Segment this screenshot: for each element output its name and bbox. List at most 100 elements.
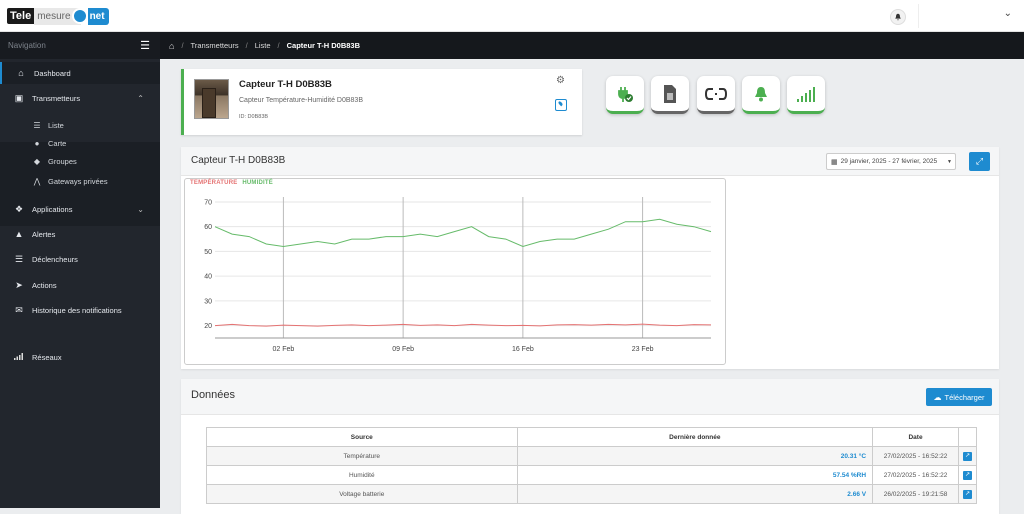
download-button-label: Télécharger [944, 392, 985, 402]
column-header-date: Date [872, 427, 959, 447]
date-range-picker[interactable]: ▦ 29 janvier, 2025 - 27 février, 2025 ▼ [826, 153, 956, 170]
breadcrumb-separator: / [245, 41, 248, 50]
sensor-id: ID: D0B83B [239, 114, 269, 120]
data-panel-header [181, 379, 999, 415]
antenna-icon: ⋀ [33, 176, 41, 186]
sim-card-icon [664, 84, 676, 103]
breadcrumb-separator: / [277, 41, 280, 50]
column-header-action [958, 427, 977, 447]
legend-humidity[interactable]: HUMIDITÉ [242, 180, 273, 186]
sidebar-item-actions[interactable]: ➤ Actions [0, 274, 160, 296]
sidebar-item-applications[interactable]: ❖ Applications ⌄ [0, 198, 160, 220]
sidebar-subitem-label: Groupes [48, 156, 77, 166]
sidebar-subitem-label: Carte [48, 138, 67, 148]
x-tick-label: 23 Feb [632, 346, 654, 353]
expand-icon[interactable]: ⤢ [969, 152, 990, 171]
line-chart: 20 30 40 50 60 70 02 Feb 09 Feb 16 Feb 23 Feb [204, 197, 712, 353]
table-row: Voltage batterie 2.66 V 26/02/2025 - 19:… [206, 484, 977, 504]
cloud-download-icon: ☁ [933, 392, 942, 402]
sidebar-subitem-gateways[interactable]: ⋀ Gateways privées [0, 172, 160, 190]
transmitter-icon: ▣ [14, 92, 24, 103]
sidebar-item-dashboard[interactable]: ⌂ Dashboard [0, 62, 160, 84]
x-tick-label: 09 Feb [392, 346, 414, 353]
y-tick-label: 70 [204, 199, 212, 206]
sidebar-item-alertes[interactable]: ▲ Alertes [0, 223, 160, 245]
breadcrumb-liste[interactable]: Liste [254, 41, 271, 50]
humidity-line [214, 218, 712, 248]
signal-icon [797, 86, 815, 102]
logo-part-mesure: mesure [34, 7, 81, 25]
tags-icon: ◆ [33, 156, 41, 166]
signal-status-button[interactable] [787, 76, 825, 114]
chevron-down-icon: ⌄ [1003, 8, 1012, 19]
table-row: Température 20.31 °C 27/02/2025 - 16:52:… [206, 446, 977, 466]
link-status-button[interactable] [697, 76, 735, 114]
sidebar-item-label: Alertes [32, 229, 56, 239]
chart-container: TEMPÉRATURE HUMIDITÉ 20 30 40 50 60 70 02 Feb 0… [184, 178, 726, 365]
sidebar-subitem-carte[interactable]: ● Carte [0, 134, 160, 152]
sensor-card: Capteur T-H D0B83B Capteur Température-H… [181, 69, 582, 135]
sidebar-item-label: Réseaux [32, 352, 62, 362]
chart-panel-title: Capteur T-H D0B83B [191, 155, 286, 166]
envelope-icon: ✉ [15, 304, 23, 315]
sidebar-item-declencheurs[interactable]: ☰ Déclencheurs [0, 248, 160, 270]
calendar-icon: ▦ [831, 158, 838, 166]
gear-icon[interactable]: ⚙ [556, 75, 565, 86]
logo-part-net: net [87, 7, 109, 25]
bell-icon [895, 13, 901, 21]
sim-status-button[interactable] [651, 76, 689, 114]
breadcrumb-transmetteurs[interactable]: Transmetteurs [190, 41, 239, 50]
link-icon [705, 87, 727, 100]
cell-action: ↗ [958, 465, 977, 485]
data-table: Source Dernière donnée Date Température … [206, 427, 977, 504]
cell-source: Humidité [206, 465, 518, 485]
sidebar-item-transmetteurs[interactable]: ▣ Transmetteurs ⌃ [0, 87, 160, 109]
hamburger-menu-icon[interactable]: ☰ [140, 40, 150, 52]
sidebar-subitem-liste[interactable]: ☰ Liste [0, 116, 160, 134]
chevron-down-icon: ⌄ [137, 204, 144, 214]
cell-source: Voltage batterie [206, 484, 518, 504]
sensor-photo [194, 79, 229, 119]
breadcrumb-current: Capteur T-H D0B83B [286, 41, 360, 50]
bell-icon: ▲ [14, 229, 24, 239]
cell-date: 26/02/2025 - 19:21:58 [872, 484, 959, 504]
cell-value: 2.66 V [516, 484, 874, 504]
data-panel: Données ☁ Télécharger Source Dernière do… [181, 379, 999, 514]
notifications-bell-icon[interactable] [890, 9, 906, 25]
alert-status-button[interactable] [742, 76, 780, 114]
sidebar-subitem-groupes[interactable]: ◆ Groupes [0, 152, 160, 170]
user-menu[interactable]: ⌄ [918, 4, 1016, 28]
date-range-value: 29 janvier, 2025 - 27 février, 2025 [840, 158, 938, 165]
cell-source: Température [206, 446, 518, 466]
map-marker-icon: ● [34, 138, 40, 148]
cell-action: ↗ [958, 446, 977, 466]
map-location-icon[interactable] [555, 99, 567, 111]
temperature-line [214, 323, 712, 327]
telemesure-logo[interactable]: Tele mesure net [7, 7, 109, 25]
power-status-button[interactable] [606, 76, 644, 114]
sidebar-item-label: Applications [32, 204, 73, 214]
bell-icon [755, 86, 767, 101]
open-link-icon[interactable]: ↗ [963, 470, 972, 480]
home-icon: ⌂ [18, 68, 24, 78]
legend-temperature[interactable]: TEMPÉRATURE [190, 180, 238, 186]
breadcrumb: ⌂ / Transmetteurs / Liste / Capteur T-H … [160, 32, 1024, 59]
logo-part-tele: Tele [7, 8, 35, 24]
cubes-icon: ❖ [14, 203, 24, 214]
list-icon: ☰ [33, 120, 41, 130]
cell-value: 20.31 °C [516, 446, 874, 466]
sidebar-item-reseaux[interactable]: Réseaux [0, 346, 160, 368]
open-link-icon[interactable]: ↗ [963, 489, 972, 499]
sidebar-subitem-label: Gateways privées [48, 176, 108, 186]
signal-icon [12, 352, 26, 362]
sliders-icon: ☰ [14, 253, 24, 264]
home-icon[interactable]: ⌂ [169, 40, 175, 51]
cell-date: 27/02/2025 - 16:52:22 [872, 446, 959, 466]
sidebar-item-historique[interactable]: ✉ Historique des notifications [0, 299, 160, 321]
y-tick-label: 60 [204, 224, 212, 231]
sidebar-item-label: Transmetteurs [32, 93, 81, 103]
download-button[interactable]: ☁ Télécharger [926, 388, 992, 406]
cell-value: 57.54 %RH [516, 465, 874, 485]
open-link-icon[interactable]: ↗ [963, 451, 972, 461]
sidebar-item-label: Historique des notifications [32, 305, 122, 315]
